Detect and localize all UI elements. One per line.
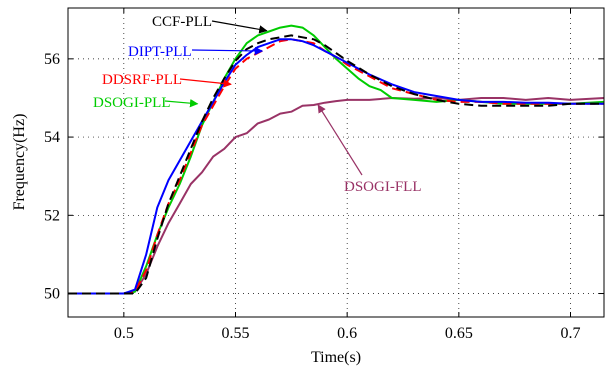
series-line-dsogi-pll xyxy=(68,24,605,295)
y-tick-label: 52 xyxy=(44,207,60,224)
x-tick-label: 0.55 xyxy=(222,325,250,342)
annotation-label-dsogi-pll: DSOGI-PLL xyxy=(93,95,171,111)
series-layer xyxy=(68,24,605,295)
annotation-label-dipt-pll: DIPT-PLL xyxy=(128,44,192,60)
plot-frame xyxy=(67,7,605,318)
x-tick-label: 0.5 xyxy=(114,325,134,342)
series-line-ccf-pll xyxy=(68,34,604,295)
annotation-arrow xyxy=(317,104,363,176)
y-tick-label: 50 xyxy=(44,286,60,303)
annotation-layer: CCF-PLL DIPT-PLL DDSRF-PLL DSOGI-PLL DSOGI-F… xyxy=(93,14,422,195)
annotation-arrow xyxy=(191,46,264,56)
y-ticks: 50 52 54 56 xyxy=(44,51,604,303)
annotation-arrow xyxy=(164,98,199,108)
series-line-dsogi-fll xyxy=(68,97,605,295)
x-tick-label: 0.65 xyxy=(445,325,473,342)
x-tick-label: 0.6 xyxy=(337,325,357,342)
annotation-label-ccf-pll: CCF-PLL xyxy=(152,14,212,30)
annotation-arrow xyxy=(179,78,232,88)
x-ticks: 0.5 0.55 0.6 0.65 0.7 xyxy=(114,8,581,342)
x-axis-label: Time(s) xyxy=(311,349,361,366)
annotation-label-ddsrf-pll: DDSRF-PLL xyxy=(102,72,182,88)
y-axis-label: Frequency(Hz) xyxy=(11,114,28,211)
annotation-label-dsogi-fll: DSOGI-FLL xyxy=(344,179,422,195)
y-tick-label: 54 xyxy=(44,129,60,146)
y-tick-label: 56 xyxy=(44,51,60,68)
series-line-dipt-pll xyxy=(68,38,604,295)
annotation-arrow xyxy=(211,20,268,34)
x-tick-label: 0.7 xyxy=(561,325,581,342)
